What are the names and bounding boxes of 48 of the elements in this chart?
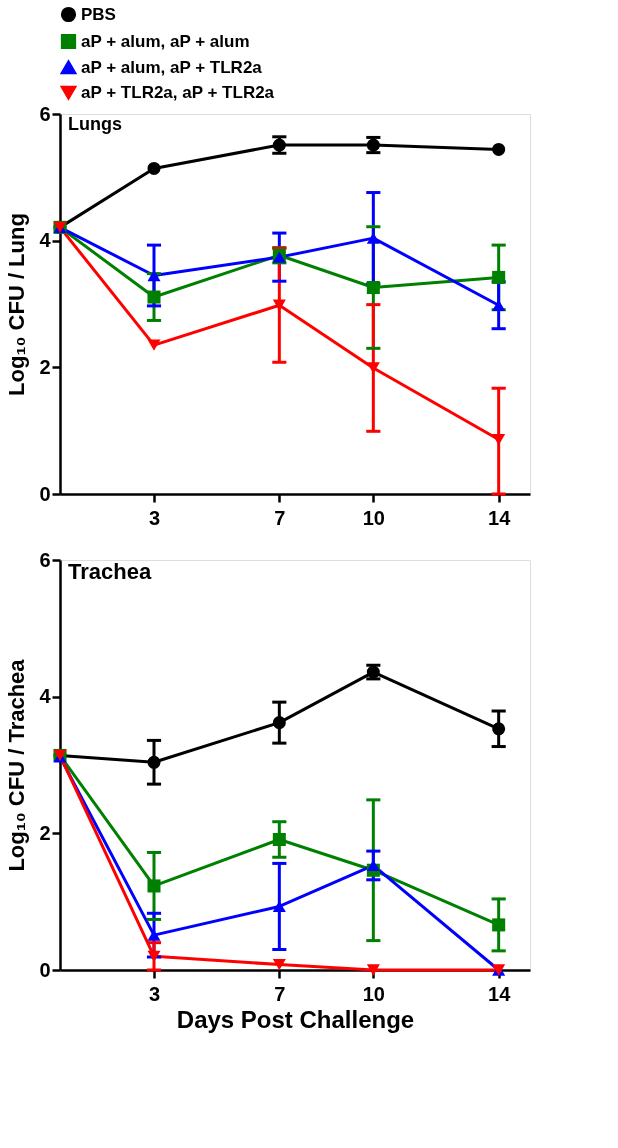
point bbox=[492, 299, 506, 311]
point bbox=[272, 900, 286, 913]
point bbox=[492, 270, 506, 284]
y-tick-label: 0 bbox=[39, 958, 51, 981]
x-tick-label: 7 bbox=[274, 982, 286, 1005]
legend-label: aP + alum, aP + TLR2a bbox=[81, 57, 263, 77]
x-axis-title: Days Post Challenge bbox=[176, 1005, 415, 1033]
x-tick-label: 10 bbox=[362, 506, 385, 529]
point bbox=[147, 879, 161, 893]
point bbox=[366, 362, 380, 374]
point bbox=[366, 281, 380, 295]
chart-title: Lungs bbox=[68, 114, 122, 134]
x-tick-label: 14 bbox=[488, 982, 512, 1005]
point bbox=[366, 859, 380, 872]
point bbox=[147, 950, 161, 962]
y-axis-title: Log₁₀ CFU / Lung bbox=[4, 213, 30, 396]
y-tick-label: 6 bbox=[39, 548, 51, 571]
x-tick-label: 3 bbox=[148, 506, 161, 529]
point bbox=[366, 964, 380, 976]
x-tick-label: 7 bbox=[274, 506, 286, 529]
y-tick-label: 2 bbox=[39, 821, 51, 844]
legend-label: aP + alum, aP + alum bbox=[81, 31, 250, 51]
point bbox=[147, 269, 161, 282]
point bbox=[272, 716, 286, 730]
y-tick-label: 4 bbox=[39, 685, 52, 708]
point bbox=[492, 722, 506, 736]
legend-label: PBS bbox=[81, 4, 116, 24]
y-tick-label: 6 bbox=[39, 102, 51, 125]
x-tick-label: 10 bbox=[362, 982, 385, 1005]
y-axis-title: Log₁₀ CFU / Trachea bbox=[4, 658, 30, 872]
y-tick-label: 2 bbox=[39, 355, 51, 378]
point bbox=[147, 290, 161, 304]
y-tick-label: 0 bbox=[39, 482, 51, 505]
x-tick-label: 3 bbox=[148, 982, 161, 1005]
point bbox=[272, 958, 286, 971]
chart-title: Trachea bbox=[68, 559, 152, 584]
x-tick-label: 14 bbox=[488, 506, 512, 529]
y-tick-label: 4 bbox=[39, 229, 52, 252]
legend-label: aP + TLR2a, aP + TLR2a bbox=[81, 82, 275, 102]
point bbox=[492, 918, 506, 932]
point bbox=[492, 433, 506, 446]
point bbox=[492, 142, 506, 156]
point bbox=[147, 755, 161, 769]
point bbox=[147, 929, 161, 941]
point bbox=[272, 299, 286, 311]
point bbox=[366, 232, 380, 244]
point bbox=[272, 832, 286, 846]
point bbox=[147, 161, 161, 175]
